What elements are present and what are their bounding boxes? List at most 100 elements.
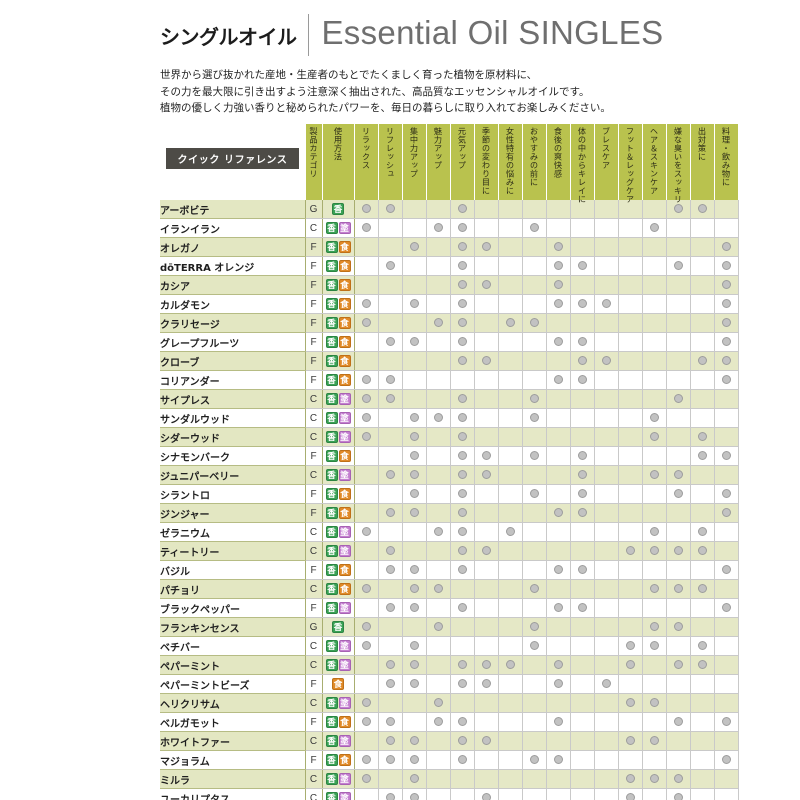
benefit-empty xyxy=(473,522,498,542)
method-sh-icon: 食 xyxy=(338,715,351,728)
benefit-empty xyxy=(497,200,522,219)
table-row: ミルラ C 香塗 xyxy=(160,769,739,789)
benefit-empty xyxy=(377,617,402,637)
method-nu-icon: 塗 xyxy=(338,544,351,557)
benefit-empty xyxy=(545,788,570,800)
benefit-empty xyxy=(377,522,402,542)
circle-marker-icon xyxy=(409,489,419,499)
benefit-empty xyxy=(425,200,450,219)
benefit-empty xyxy=(425,598,450,618)
circle-marker-icon xyxy=(361,318,371,328)
benefit-empty xyxy=(401,351,426,371)
benefit-marked xyxy=(377,731,402,751)
circle-marker-icon xyxy=(385,508,395,518)
product-category: C xyxy=(304,788,323,800)
benefit-marked xyxy=(353,617,378,637)
circle-marker-icon xyxy=(457,204,467,214)
benefit-marked xyxy=(641,522,666,542)
benefit-marked xyxy=(689,636,714,656)
benefit-marked xyxy=(545,294,570,314)
circle-marker-icon xyxy=(457,755,467,765)
method-sh-icon: 食 xyxy=(338,506,351,519)
table-row: コリアンダー F 香食 xyxy=(160,370,739,390)
circle-marker-icon xyxy=(457,527,467,537)
oil-name: フランキンセンス xyxy=(160,617,305,637)
column-header-label: 食後の爽快感 xyxy=(553,127,563,178)
benefit-empty xyxy=(497,598,522,618)
benefit-marked xyxy=(449,560,474,580)
circle-marker-icon xyxy=(553,603,563,613)
benefit-empty xyxy=(617,446,642,466)
column-header-13: フット＆レッグケア xyxy=(617,124,643,204)
benefit-marked xyxy=(521,408,546,428)
benefit-marked xyxy=(377,598,402,618)
circle-marker-icon xyxy=(673,660,683,670)
usage-method: 香食 xyxy=(321,560,355,580)
column-header-label: 嫌な臭いをスッキリ xyxy=(673,127,683,204)
benefit-empty xyxy=(473,408,498,428)
benefit-empty xyxy=(353,446,378,466)
oil-name: シダーウッド xyxy=(160,427,305,447)
column-header-3: リフレッシュ xyxy=(377,124,403,200)
benefit-empty xyxy=(593,579,618,599)
circle-marker-icon xyxy=(577,508,587,518)
circle-marker-icon xyxy=(529,223,539,233)
quick-reference-table: クイック リファレンス 製品カテゴリ 使用方法 リラックス リフレッシュ 集中力アップ 魅… xyxy=(160,124,739,800)
circle-marker-icon xyxy=(409,413,419,423)
benefit-empty xyxy=(713,617,739,637)
product-category: C xyxy=(304,427,323,447)
benefit-marked xyxy=(641,541,666,561)
benefit-marked xyxy=(545,503,570,523)
circle-marker-icon xyxy=(433,717,443,727)
benefit-empty xyxy=(521,200,546,219)
benefit-empty xyxy=(689,788,714,800)
circle-marker-icon xyxy=(577,565,587,575)
benefit-marked xyxy=(401,427,426,447)
circle-marker-icon xyxy=(361,413,371,423)
benefit-empty xyxy=(713,541,739,561)
oil-name: クローブ xyxy=(160,351,305,371)
benefit-empty xyxy=(569,313,594,333)
circle-marker-icon xyxy=(481,793,491,800)
table-row: マジョラム F 香食 xyxy=(160,750,739,770)
circle-marker-icon xyxy=(361,432,371,442)
benefit-empty xyxy=(569,541,594,561)
benefit-empty xyxy=(545,200,570,219)
column-header-14: ヘア＆スキンケア xyxy=(641,124,667,200)
benefit-marked xyxy=(569,503,594,523)
benefit-empty xyxy=(353,541,378,561)
circle-marker-icon xyxy=(457,603,467,613)
benefit-empty xyxy=(641,674,666,694)
circle-marker-icon xyxy=(529,318,539,328)
usage-method: 香 xyxy=(321,617,355,637)
benefit-marked xyxy=(425,408,450,428)
circle-marker-icon xyxy=(721,356,731,366)
benefit-marked xyxy=(713,370,739,390)
benefit-marked xyxy=(401,503,426,523)
method-sh-icon: 食 xyxy=(338,582,351,595)
circle-marker-icon xyxy=(529,489,539,499)
benefit-empty xyxy=(593,522,618,542)
usage-method: 香食 xyxy=(321,275,355,295)
benefit-empty xyxy=(689,218,714,238)
benefit-empty xyxy=(401,313,426,333)
benefit-empty xyxy=(617,218,642,238)
benefit-marked xyxy=(449,503,474,523)
circle-marker-icon xyxy=(385,565,395,575)
circle-marker-icon xyxy=(673,546,683,556)
circle-marker-icon xyxy=(721,755,731,765)
column-header-4: 集中力アップ xyxy=(401,124,427,200)
benefit-empty xyxy=(569,769,594,789)
benefit-empty xyxy=(497,560,522,580)
benefit-empty xyxy=(617,332,642,352)
benefit-marked xyxy=(689,579,714,599)
benefit-marked xyxy=(401,237,426,257)
benefit-marked xyxy=(473,655,498,675)
benefit-marked xyxy=(713,294,739,314)
benefit-marked xyxy=(449,465,474,485)
benefit-marked xyxy=(449,427,474,447)
benefit-empty xyxy=(353,275,378,295)
benefit-empty xyxy=(593,427,618,447)
benefit-empty xyxy=(689,275,714,295)
benefit-marked xyxy=(449,313,474,333)
